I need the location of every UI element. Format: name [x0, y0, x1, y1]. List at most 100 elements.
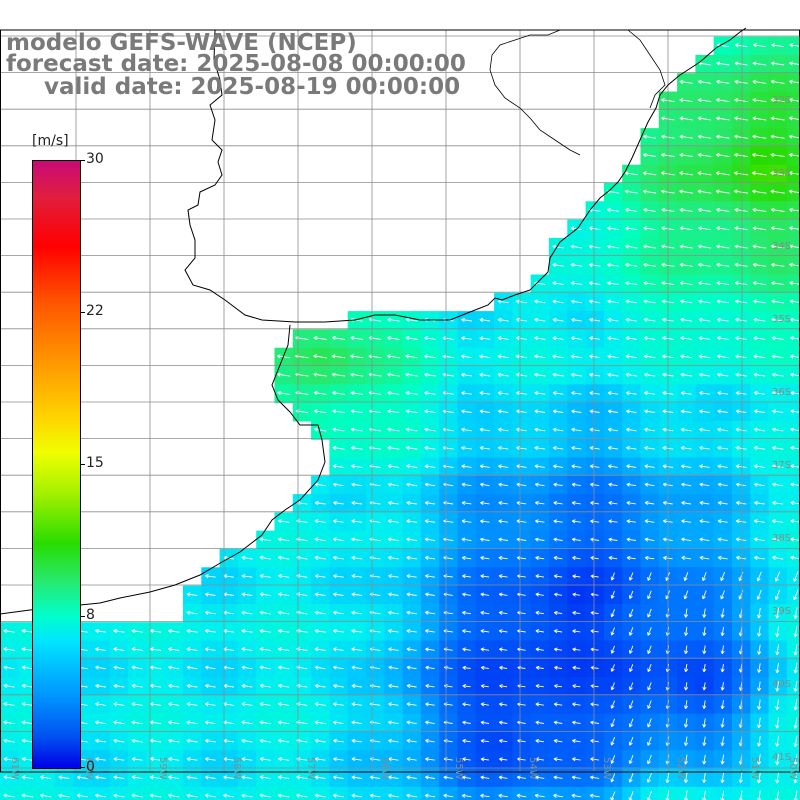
wind-arrow — [607, 281, 619, 286]
wind-arrow — [552, 354, 564, 359]
wind-arrow — [610, 755, 616, 764]
wind-arrow — [278, 592, 290, 597]
wind-arrow — [113, 757, 125, 762]
wind-arrow — [716, 299, 729, 304]
wind-arrow — [775, 772, 780, 784]
wind-arrow — [683, 590, 689, 600]
wind-cell — [603, 786, 623, 800]
wind-arrow — [406, 720, 417, 725]
wind-arrow — [735, 500, 747, 505]
wind-arrow — [608, 464, 618, 469]
wind-arrow — [498, 555, 508, 560]
wind-arrow — [608, 500, 618, 506]
wind-cell — [786, 658, 800, 678]
wind-arrow — [241, 793, 253, 798]
wind-arrow — [771, 445, 784, 450]
wind-arrow — [443, 793, 454, 798]
wind-arrow — [644, 409, 655, 414]
longitude-label: 59W — [157, 757, 168, 780]
wind-arrow — [387, 537, 399, 542]
wind-arrow — [607, 372, 619, 377]
wind-arrow — [535, 629, 544, 634]
wind-arrow — [314, 482, 326, 487]
wind-arrow — [387, 445, 400, 450]
wind-arrow — [720, 590, 725, 600]
wind-arrow — [679, 189, 693, 194]
wind-arrow — [497, 409, 509, 414]
wind-arrow — [625, 317, 637, 322]
wind-arrow — [753, 372, 766, 377]
wind-arrow — [21, 756, 33, 762]
wind-arrow — [716, 226, 730, 231]
wind-arrow — [697, 189, 712, 194]
wind-arrow — [552, 445, 564, 451]
wind-arrow — [589, 336, 601, 341]
wind-arrow — [388, 683, 399, 688]
wind-arrow — [643, 207, 656, 212]
wind-arrow — [625, 391, 637, 396]
wind-arrow — [535, 738, 545, 743]
wind-arrow — [21, 720, 34, 725]
wind-arrow — [589, 317, 600, 322]
wind-arrow — [480, 720, 490, 725]
wind-arrow — [351, 610, 363, 615]
latitude-label: 34S — [772, 241, 791, 252]
wind-arrow — [571, 464, 582, 469]
wind-arrow — [734, 189, 749, 194]
wind-arrow — [793, 717, 798, 729]
wind-arrow — [149, 702, 162, 707]
wind-arrow — [461, 409, 472, 414]
forecast-date: forecast date: 2025-08-08 00:00:00 — [6, 51, 466, 77]
wind-arrow — [734, 207, 748, 212]
wind-arrow — [314, 519, 326, 524]
wind-arrow — [606, 262, 619, 267]
wind-arrow — [642, 189, 657, 194]
wind-arrow — [314, 537, 326, 542]
wind-arrow — [610, 682, 615, 691]
wind-arrow — [775, 625, 780, 637]
wind-arrow — [643, 244, 656, 249]
wind-cell — [786, 164, 800, 184]
wind-arrow — [406, 537, 418, 542]
wind-arrow — [756, 772, 762, 784]
wind-arrow — [772, 390, 784, 396]
wind-arrow — [681, 482, 692, 487]
wind-arrow — [313, 335, 327, 341]
wind-arrow — [589, 391, 600, 396]
wind-arrow — [624, 189, 638, 194]
wind-arrow — [697, 79, 712, 84]
wind-arrow — [571, 500, 581, 506]
wind-arrow — [535, 684, 544, 689]
wind-arrow — [717, 555, 728, 560]
wind-arrow — [644, 537, 655, 542]
wind-arrow — [406, 757, 417, 762]
wind-arrow — [461, 500, 472, 506]
wind-arrow — [702, 754, 707, 765]
wind-cell — [786, 54, 800, 74]
wind-arrow — [680, 317, 693, 322]
wind-cell — [0, 786, 19, 800]
wind-arrow — [535, 500, 545, 506]
wind-arrow — [757, 681, 762, 692]
wind-arrow — [572, 592, 581, 597]
wind-arrow — [387, 610, 399, 615]
wind-arrow — [757, 699, 762, 710]
wind-arrow — [186, 720, 198, 725]
wind-arrow — [498, 574, 508, 579]
wind-arrow — [770, 207, 785, 212]
wind-arrow — [331, 354, 346, 359]
wind-arrow — [698, 262, 711, 267]
wind-arrow — [680, 354, 693, 359]
wind-arrow — [771, 43, 785, 48]
wind-arrow — [168, 756, 180, 762]
wind-arrow — [793, 607, 798, 619]
wind-arrow — [499, 647, 508, 652]
wind-arrow — [775, 735, 780, 747]
wind-arrow — [679, 207, 693, 212]
wind-arrow — [516, 409, 527, 414]
wind-arrow — [405, 409, 418, 414]
wind-arrow — [387, 519, 399, 524]
wind-arrow — [223, 793, 235, 798]
wind-arrow — [647, 664, 652, 673]
wind-arrow — [647, 645, 652, 654]
